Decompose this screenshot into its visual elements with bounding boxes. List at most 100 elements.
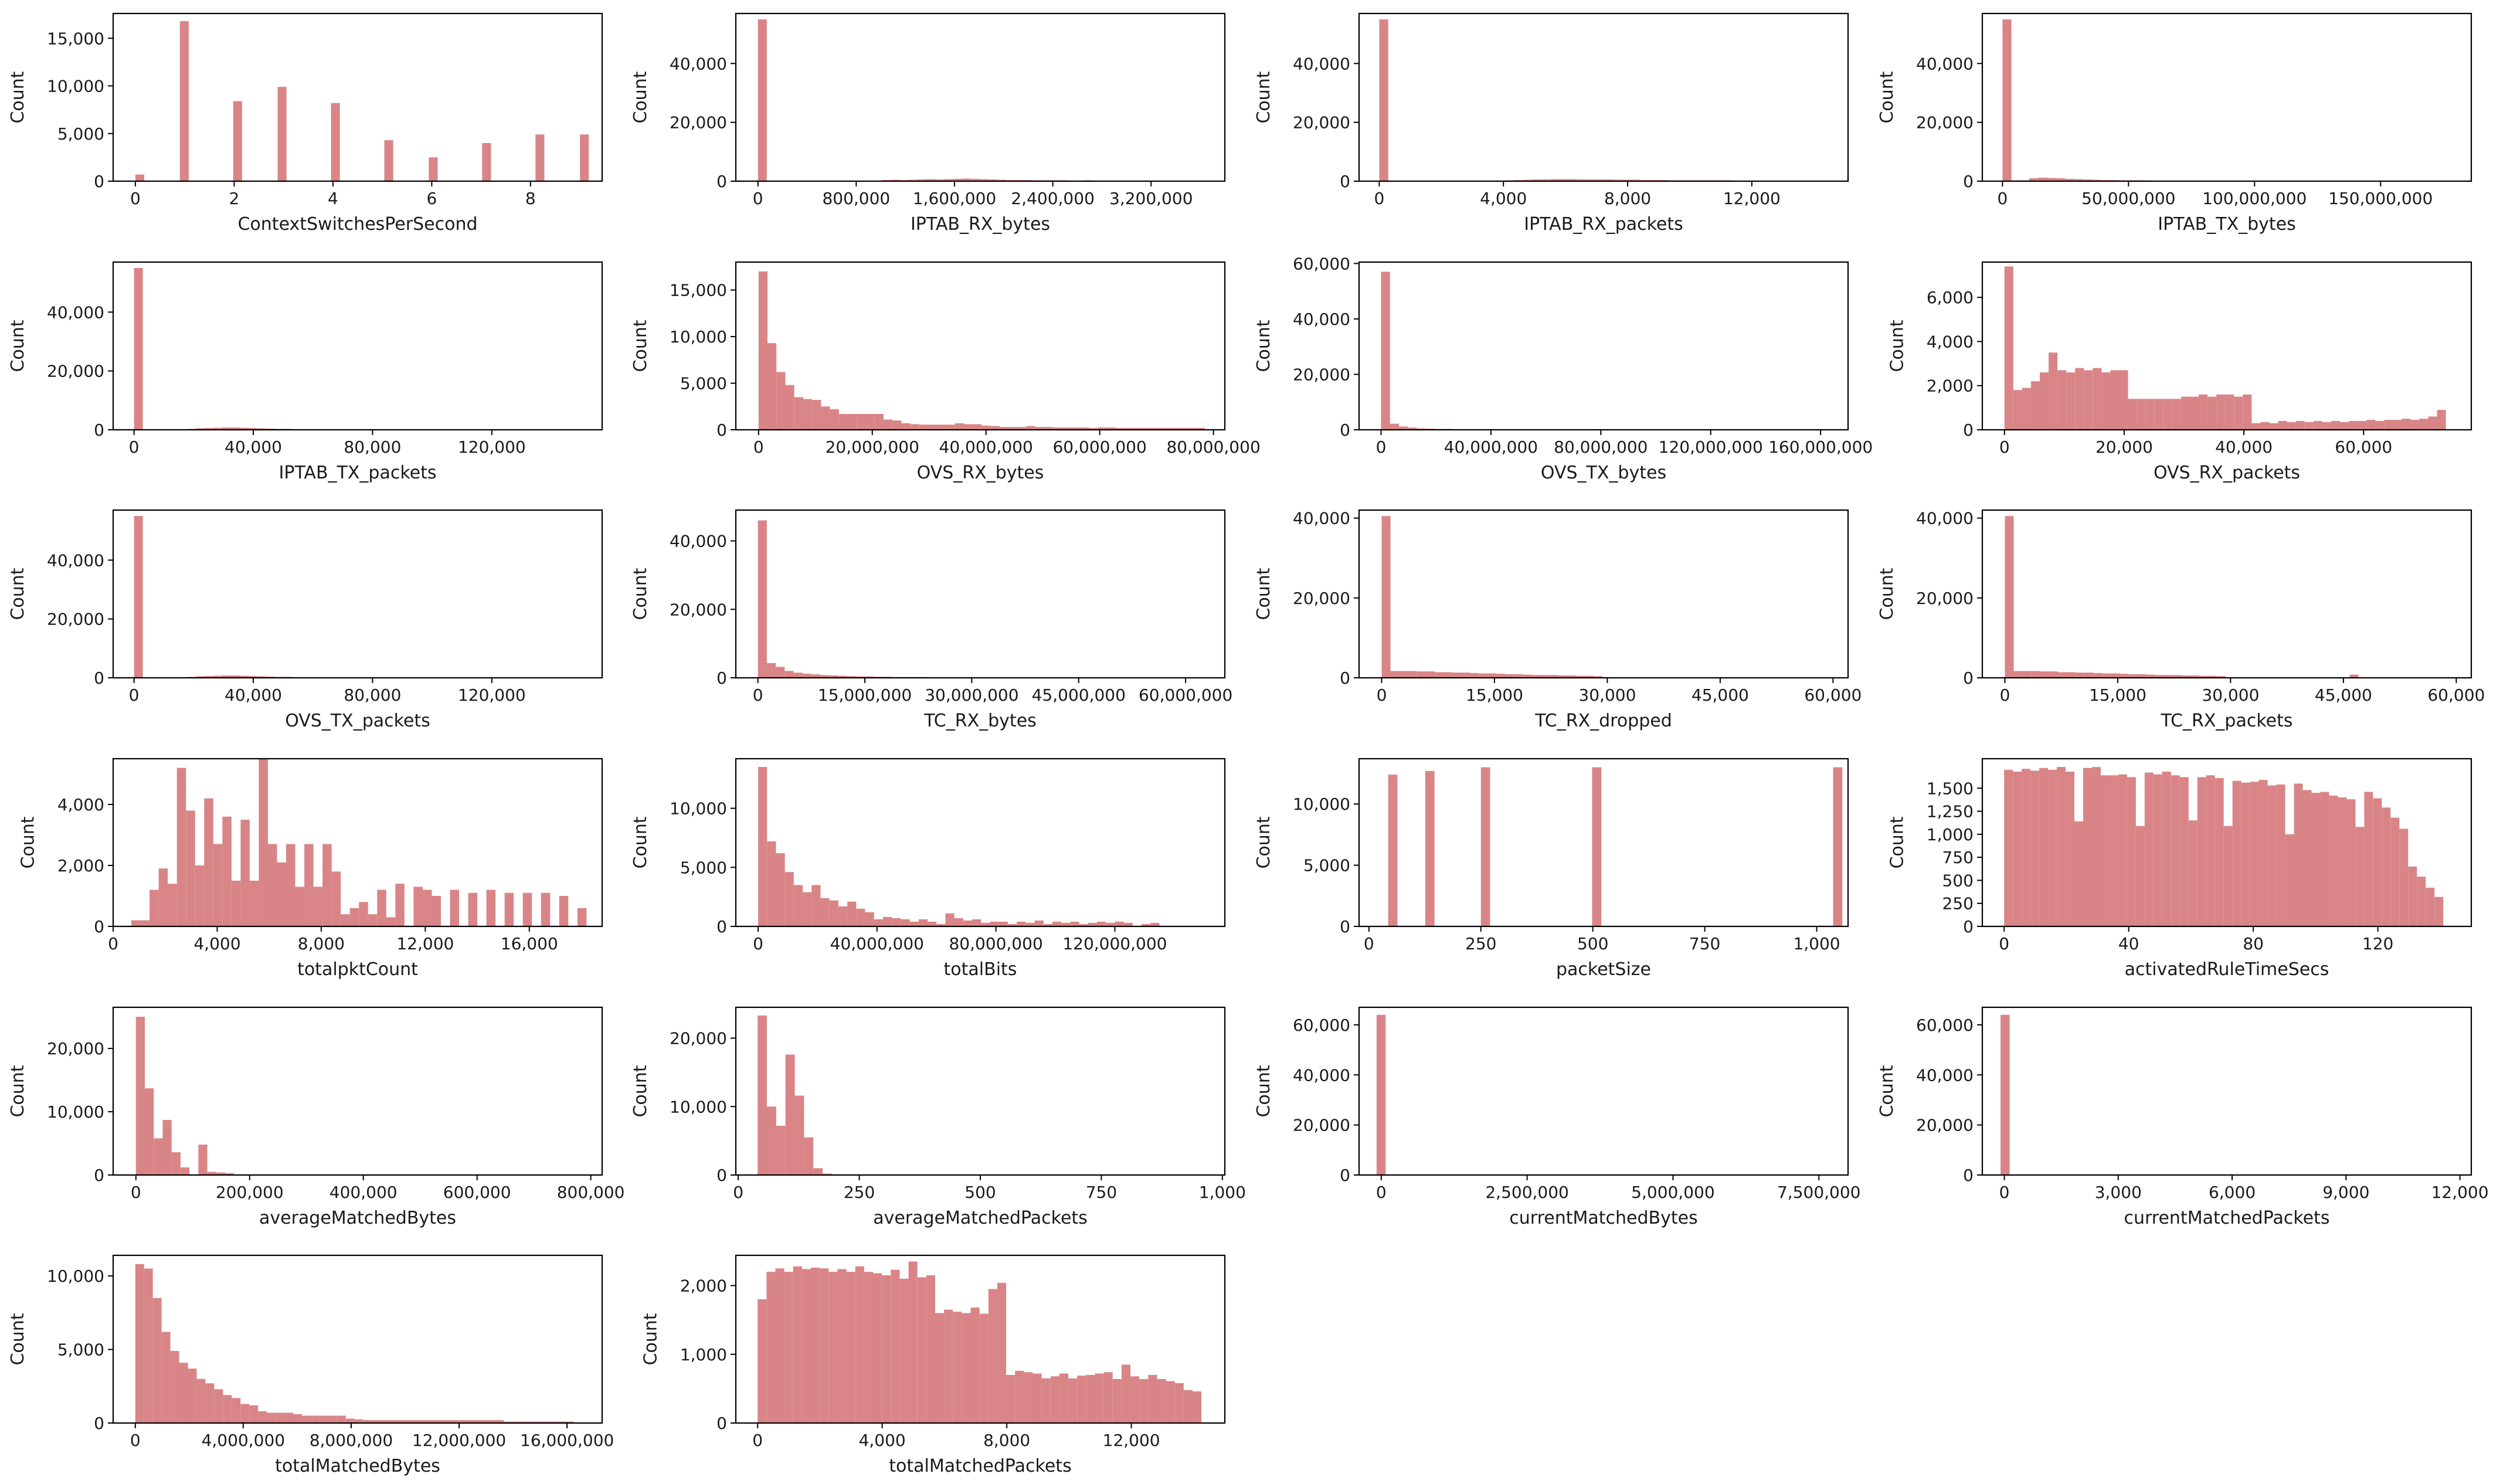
bar [1043,923,1052,926]
bar [2127,777,2136,926]
bar [970,1308,980,1423]
x-tick-label: 8,000 [298,934,345,953]
bar [803,892,812,926]
bar [847,901,857,926]
bar [158,868,168,926]
x-axis-label: currentMatchedBytes [1509,1208,1697,1228]
y-axis-label: Count [1254,71,1274,123]
bar [2022,388,2031,430]
x-tick-label: 15,000,000 [818,685,912,705]
bar [322,844,332,926]
bar [2038,177,2047,181]
bar [2278,420,2287,430]
x-axis-label: ContextSwitchesPerSecond [237,214,477,235]
bar [204,427,213,430]
bar [1531,675,1541,678]
bar [1133,427,1143,430]
bar [1123,922,1133,926]
bar [240,1404,250,1423]
x-axis-label: OVS_RX_packets [2154,463,2300,483]
y-tick-label: 1,000 [1927,825,1974,844]
bar [955,423,964,430]
bar [936,923,946,926]
bar [882,1275,891,1423]
bar [512,1421,521,1423]
x-tick-label: 12,000,000 [412,1431,506,1450]
bar [1142,427,1152,430]
bar [2146,674,2155,678]
bar [2250,782,2259,926]
bar [919,425,929,430]
bar [1193,1391,1202,1423]
bar [2004,266,2013,430]
bar [766,1272,776,1423]
bar [180,1167,190,1175]
y-tick-label: 20,000 [1293,1116,1350,1135]
y-tick-label: 40,000 [1916,54,1974,73]
bar [1398,426,1408,430]
bar [231,881,241,926]
bar [565,1421,574,1423]
bar [838,906,848,926]
bars-totalMatchedPackets [758,1261,1202,1423]
bar [2216,394,2226,430]
bar [821,406,830,430]
bar [997,179,1006,181]
bars-averageMatchedBytes [135,1017,252,1175]
x-axis-label: totalpktCount [297,959,418,980]
bar [767,841,776,926]
bar [1052,921,1062,926]
bar [214,1389,223,1423]
bar [2137,674,2146,678]
y-axis-label: Count [1877,568,1897,620]
bar [223,1395,232,1423]
bar [1452,673,1462,678]
bar [1586,179,1595,181]
bar [838,675,847,678]
bar [1417,428,1426,430]
bar [2084,673,2094,678]
x-tick-label: 20,000 [2095,437,2153,457]
bar [901,423,911,430]
x-tick-label: 0 [131,1183,141,1202]
y-tick-label: 0 [1340,172,1350,191]
bar [2004,769,2013,926]
bars-IPTAB_RX_packets [1379,19,1749,181]
x-tick-label: 1,000 [1199,1183,1246,1202]
x-tick-label: 45,000 [1692,685,1749,705]
bar [999,427,1009,430]
subplot-ContextSwitchesPerSecond: 0 2 4 6 8 0 5,000 10,000 15,000 ContextSwitchesPe… [8,12,603,235]
x-axis-label: OVS_TX_bytes [1541,463,1666,483]
subplot-averageMatchedPackets: 0 250 500 750 1,000 0 10,000 20,000 averageMatch… [630,1006,1246,1228]
x-tick-label: 60,000,000 [1052,437,1146,457]
x-tick-label: 20,000,000 [826,437,919,457]
bars-currentMatchedPackets [2000,1014,2010,1175]
bar [2162,772,2171,926]
bar [2057,672,2067,678]
x-tick-label: 800,000 [822,189,890,208]
bar [195,676,205,678]
bar [856,908,865,926]
bar [2320,792,2329,926]
bar [908,1261,918,1423]
bar [451,1420,460,1423]
y-axis-label: Count [1887,320,1908,372]
bars-totalpktCount [131,759,587,926]
subplot-TC_RX_bytes: 0 15,000,000 30,000,000 45,000,000 60,000,00… [630,509,1232,731]
x-axis-label: currentMatchedPackets [2124,1208,2329,1228]
y-tick-label: 20,000 [1293,365,1350,384]
bar [1558,675,1568,678]
bar [784,872,794,926]
bar [363,1420,372,1423]
bar [998,921,1008,926]
y-tick-label: 4,000 [57,795,104,814]
y-tick-label: 0 [94,917,104,936]
y-tick-label: 500 [1942,871,1974,890]
bar [1088,922,1097,926]
x-tick-label: 250 [1465,934,1496,953]
bar [758,520,767,678]
bar [2075,368,2084,430]
x-tick-label: 6,000 [2209,1183,2256,1202]
bar [2434,896,2444,926]
